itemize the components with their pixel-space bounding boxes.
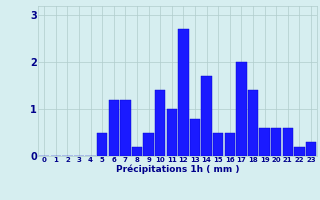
Bar [143, 133, 154, 156]
Bar [167, 109, 177, 156]
Bar [108, 100, 119, 156]
Bar [260, 128, 270, 156]
Bar [132, 147, 142, 156]
Bar [283, 128, 293, 156]
Bar [201, 76, 212, 156]
Bar [248, 90, 258, 156]
Bar [97, 133, 108, 156]
X-axis label: Précipitations 1h ( mm ): Précipitations 1h ( mm ) [116, 165, 239, 174]
Bar [213, 133, 223, 156]
Bar [294, 147, 305, 156]
Bar [155, 90, 165, 156]
Bar [271, 128, 281, 156]
Bar [178, 29, 188, 156]
Bar [225, 133, 235, 156]
Bar [120, 100, 131, 156]
Bar [190, 118, 200, 156]
Bar [306, 142, 316, 156]
Bar [236, 62, 247, 156]
